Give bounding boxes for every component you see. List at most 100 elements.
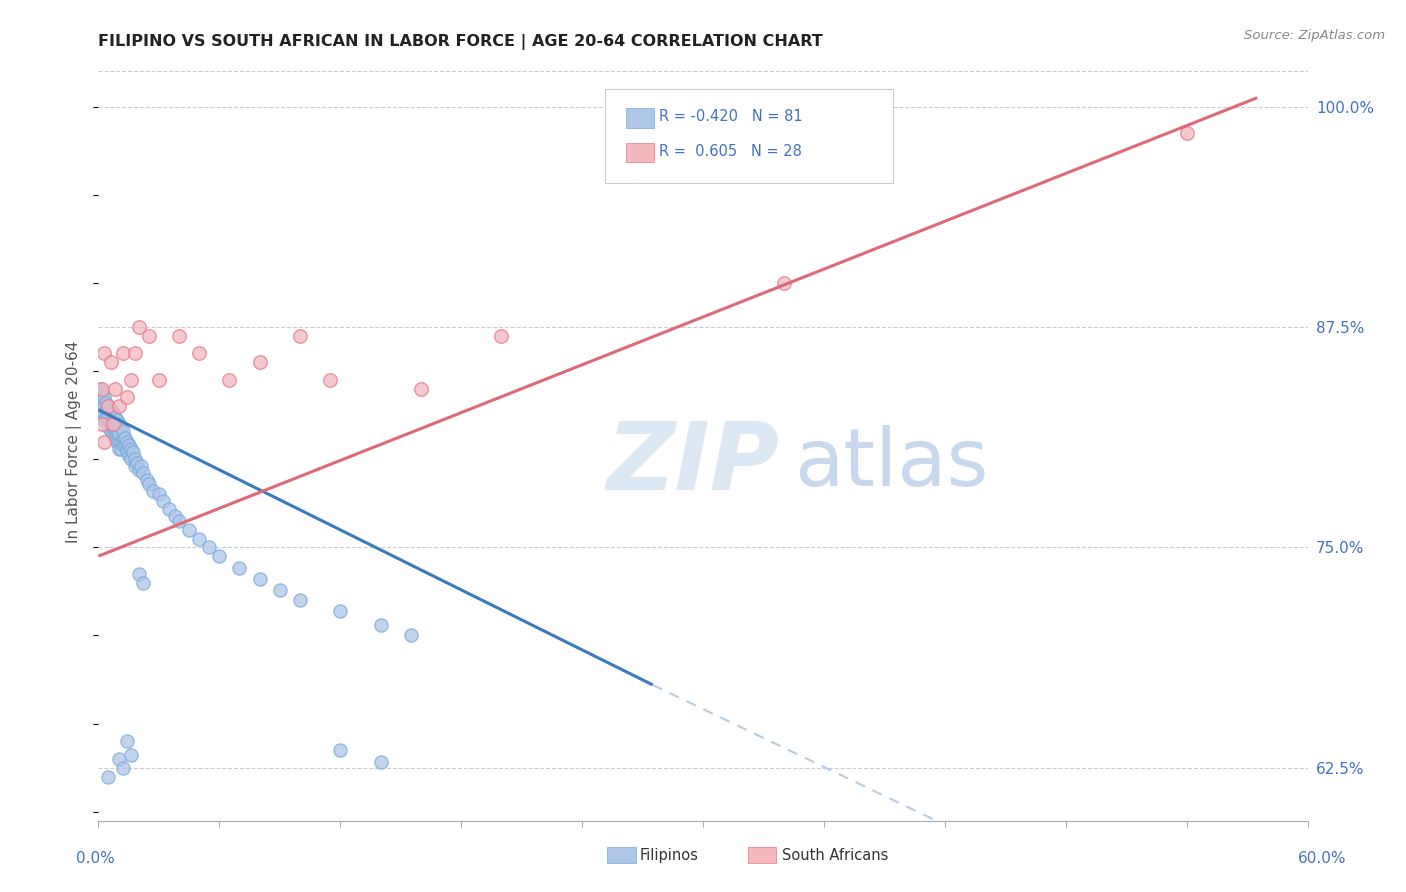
Point [167, 514, 190, 528]
Point [115, 734, 138, 748]
Y-axis label: In Labor Force | Age 20-64: In Labor Force | Age 20-64 [66, 341, 83, 542]
Point [491, 328, 513, 343]
Point [107, 427, 129, 442]
Point [208, 549, 231, 563]
Text: FILIPINO VS SOUTH AFRICAN IN LABOR FORCE | AGE 20-64 CORRELATION CHART: FILIPINO VS SOUTH AFRICAN IN LABOR FORCE… [98, 34, 823, 50]
Point [91, 417, 114, 431]
Point [101, 420, 124, 434]
Point [399, 628, 422, 642]
Point [100, 424, 122, 438]
Point [269, 582, 291, 597]
Point [228, 561, 250, 575]
Point [124, 452, 146, 467]
Point [93, 406, 115, 420]
Point [124, 459, 146, 474]
Point [111, 761, 134, 775]
Point [89, 382, 111, 396]
Point [111, 431, 134, 445]
Point [163, 508, 186, 523]
Point [132, 575, 155, 590]
Point [188, 532, 211, 546]
Point [97, 420, 120, 434]
Point [124, 346, 146, 360]
Point [288, 593, 311, 607]
Text: Source: ZipAtlas.com: Source: ZipAtlas.com [1244, 29, 1385, 42]
Text: 0.0%: 0.0% [76, 851, 115, 865]
Point [370, 618, 392, 632]
Point [107, 434, 129, 449]
Text: atlas: atlas [793, 425, 988, 503]
Point [101, 406, 124, 420]
Point [107, 417, 129, 431]
Point [89, 389, 111, 403]
Point [105, 427, 128, 442]
Point [107, 399, 129, 413]
Point [100, 355, 122, 369]
Point [97, 409, 120, 424]
Point [101, 417, 124, 431]
Point [105, 413, 128, 427]
Point [107, 752, 129, 766]
Point [120, 748, 142, 763]
Point [93, 391, 115, 405]
Point [96, 409, 118, 424]
Text: ZIP: ZIP [606, 418, 779, 510]
Point [96, 402, 118, 417]
Point [93, 413, 115, 427]
Point [93, 434, 115, 449]
Point [101, 417, 124, 431]
Point [115, 442, 138, 456]
Point [249, 355, 271, 369]
Point [115, 445, 138, 459]
Point [157, 501, 180, 516]
Point [179, 523, 201, 537]
Point [148, 487, 170, 501]
Point [329, 604, 352, 618]
Point [148, 373, 170, 387]
Point [142, 483, 165, 498]
Text: R = -0.420   N = 81: R = -0.420 N = 81 [659, 110, 803, 124]
Point [118, 438, 141, 452]
Point [103, 382, 125, 396]
Point [100, 402, 122, 417]
Point [97, 399, 120, 413]
Point [103, 424, 125, 438]
Point [129, 459, 152, 474]
Point [114, 438, 136, 452]
Point [115, 434, 138, 449]
Point [188, 346, 211, 360]
Point [91, 396, 114, 410]
Point [128, 463, 150, 477]
Point [120, 452, 142, 467]
Point [97, 770, 120, 784]
Point [118, 449, 141, 463]
Point [218, 373, 240, 387]
Point [107, 442, 129, 456]
Point [110, 420, 132, 434]
Point [370, 756, 392, 770]
Point [91, 385, 114, 400]
Point [100, 413, 122, 427]
Point [128, 320, 150, 334]
Point [167, 328, 190, 343]
Point [91, 382, 114, 396]
Point [198, 541, 221, 555]
Point [93, 399, 115, 413]
Point [101, 427, 124, 442]
Text: 60.0%: 60.0% [1298, 851, 1346, 865]
Point [152, 494, 174, 508]
Point [97, 406, 120, 420]
Point [1175, 126, 1198, 140]
Point [132, 467, 155, 481]
Point [120, 373, 142, 387]
Point [249, 572, 271, 586]
Point [115, 391, 138, 405]
Point [138, 328, 160, 343]
Point [288, 328, 311, 343]
Point [125, 456, 148, 470]
Point [105, 434, 128, 449]
Point [329, 743, 352, 757]
Point [319, 373, 342, 387]
Point [114, 431, 136, 445]
Point [772, 276, 794, 290]
